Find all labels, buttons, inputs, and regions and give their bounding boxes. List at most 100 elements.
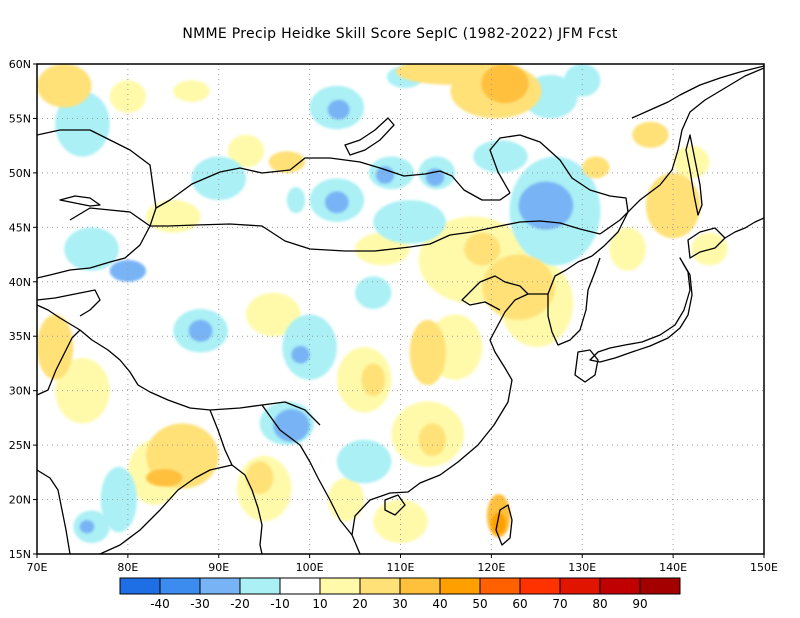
- india-east-coast: [99, 464, 233, 554]
- lon-tick-label: 120E: [477, 561, 505, 574]
- colorbar-swatch: [599, 577, 641, 595]
- lat-tick-label: 40N: [9, 276, 31, 289]
- lat-tick-label: 35N: [9, 330, 31, 343]
- skill-patch: [188, 319, 213, 342]
- korea-coast: [547, 255, 601, 346]
- skill-patch: [246, 292, 301, 337]
- skill-patch: [173, 80, 210, 103]
- colorbar-label: -20: [230, 597, 250, 611]
- skill-patch: [273, 409, 310, 442]
- sakhalin: [685, 134, 703, 216]
- lake-balkhash: [59, 195, 101, 207]
- india-himalaya-border: [37, 304, 321, 426]
- skill-patch: [109, 260, 147, 282]
- lon-tick-label: 100E: [296, 561, 324, 574]
- colorbar-label: 20: [352, 597, 367, 611]
- indochina-border: [261, 404, 353, 536]
- skill-patch: [673, 145, 710, 179]
- colorbar-label: 70: [552, 597, 567, 611]
- lat-tick-label: 45N: [9, 221, 31, 234]
- lat-tick-label: 15N: [9, 548, 31, 561]
- colorbar-label: 60: [512, 597, 527, 611]
- bohai-coast: [461, 275, 529, 311]
- skill-patch: [373, 499, 428, 544]
- skill-patch: [375, 166, 395, 184]
- colorbar-label: 30: [392, 597, 407, 611]
- kazakhstan-china-border: [37, 207, 151, 279]
- bangladesh-myanmar-border: [209, 409, 263, 554]
- lat-lon-grid: [37, 64, 764, 554]
- skill-patch: [286, 187, 306, 214]
- colorbar-label: -10: [270, 597, 290, 611]
- colorbar-swatch: [359, 577, 401, 595]
- lon-tick-label: 90E: [208, 561, 229, 574]
- skill-patch: [582, 156, 610, 179]
- lon-tick-label: 130E: [568, 561, 596, 574]
- axis-labels: 70E 80E 90E 100E 110E 120E 130E 140E 150E 15N 20N 2…: [9, 58, 778, 574]
- lat-tick-label: 30N: [9, 385, 31, 398]
- skill-patch: [355, 276, 392, 309]
- lon-tick-label: 140E: [659, 561, 687, 574]
- lon-tick-label: 80E: [117, 561, 138, 574]
- colorbar-label: 50: [472, 597, 487, 611]
- central-asia-border: [37, 129, 157, 209]
- skill-patch: [37, 64, 92, 108]
- skill-patch: [227, 134, 265, 168]
- colorbar-swatch: [439, 577, 481, 595]
- skill-patch: [64, 227, 119, 271]
- skill-patch: [146, 469, 183, 487]
- japan-kyushu: [574, 349, 599, 383]
- japan-honshu: [589, 257, 693, 363]
- colorbar-label: -40: [150, 597, 170, 611]
- colorbar-swatch: [199, 577, 241, 595]
- skill-patch: [464, 232, 501, 266]
- colorbar-label: -30: [190, 597, 210, 611]
- skill-patch: [482, 254, 555, 320]
- skill-patch: [409, 319, 446, 386]
- lat-tick-label: 20N: [9, 494, 31, 507]
- skill-patch: [336, 439, 392, 484]
- china-east-coast: [351, 293, 548, 554]
- pakistan-border: [37, 329, 81, 396]
- lon-tick-label: 150E: [750, 561, 778, 574]
- skill-patch: [325, 191, 349, 214]
- lat-tick-label: 60N: [9, 58, 31, 71]
- hainan: [384, 494, 406, 516]
- skill-patch: [632, 121, 669, 148]
- colorbar-swatch: [559, 577, 601, 595]
- skill-patch: [491, 512, 506, 535]
- okhotsk-coast: [599, 67, 764, 235]
- colorbar-swatch: [519, 577, 561, 595]
- colorbar-label: 10: [312, 597, 327, 611]
- skill-patch: [609, 227, 646, 271]
- skill-patch: [291, 346, 310, 364]
- skill-patch: [361, 363, 386, 397]
- colorbar-swatch: [239, 577, 281, 595]
- skill-patch: [327, 99, 350, 120]
- amur-border: [489, 134, 629, 257]
- skill-patch: [645, 172, 701, 239]
- colorbar-swatch: [279, 577, 321, 595]
- kuril-islands: [724, 217, 764, 239]
- skill-patch: [564, 64, 601, 97]
- skill-patch: [473, 140, 528, 173]
- skill-patch: [37, 314, 74, 380]
- map-title: NMME Precip Heidke Skill Score SepIC (19…: [182, 26, 618, 42]
- skill-patch: [327, 477, 365, 522]
- colorbar-label: 40: [432, 597, 447, 611]
- colorbar-label: 90: [632, 597, 647, 611]
- tajik-border: [37, 289, 101, 317]
- kamchatka-coast: [631, 65, 764, 119]
- skill-patch: [481, 64, 529, 104]
- india-west-coast: [37, 469, 71, 554]
- skill-patch: [55, 91, 110, 157]
- skill-score-shading: [37, 64, 728, 544]
- skill-patch: [268, 151, 306, 173]
- taiwan: [495, 504, 513, 546]
- china-mongolia-border: [150, 220, 601, 252]
- skill-patch: [146, 200, 201, 233]
- lat-tick-label: 50N: [9, 167, 31, 180]
- skill-patch: [282, 314, 337, 380]
- lat-tick-label: 55N: [9, 112, 31, 125]
